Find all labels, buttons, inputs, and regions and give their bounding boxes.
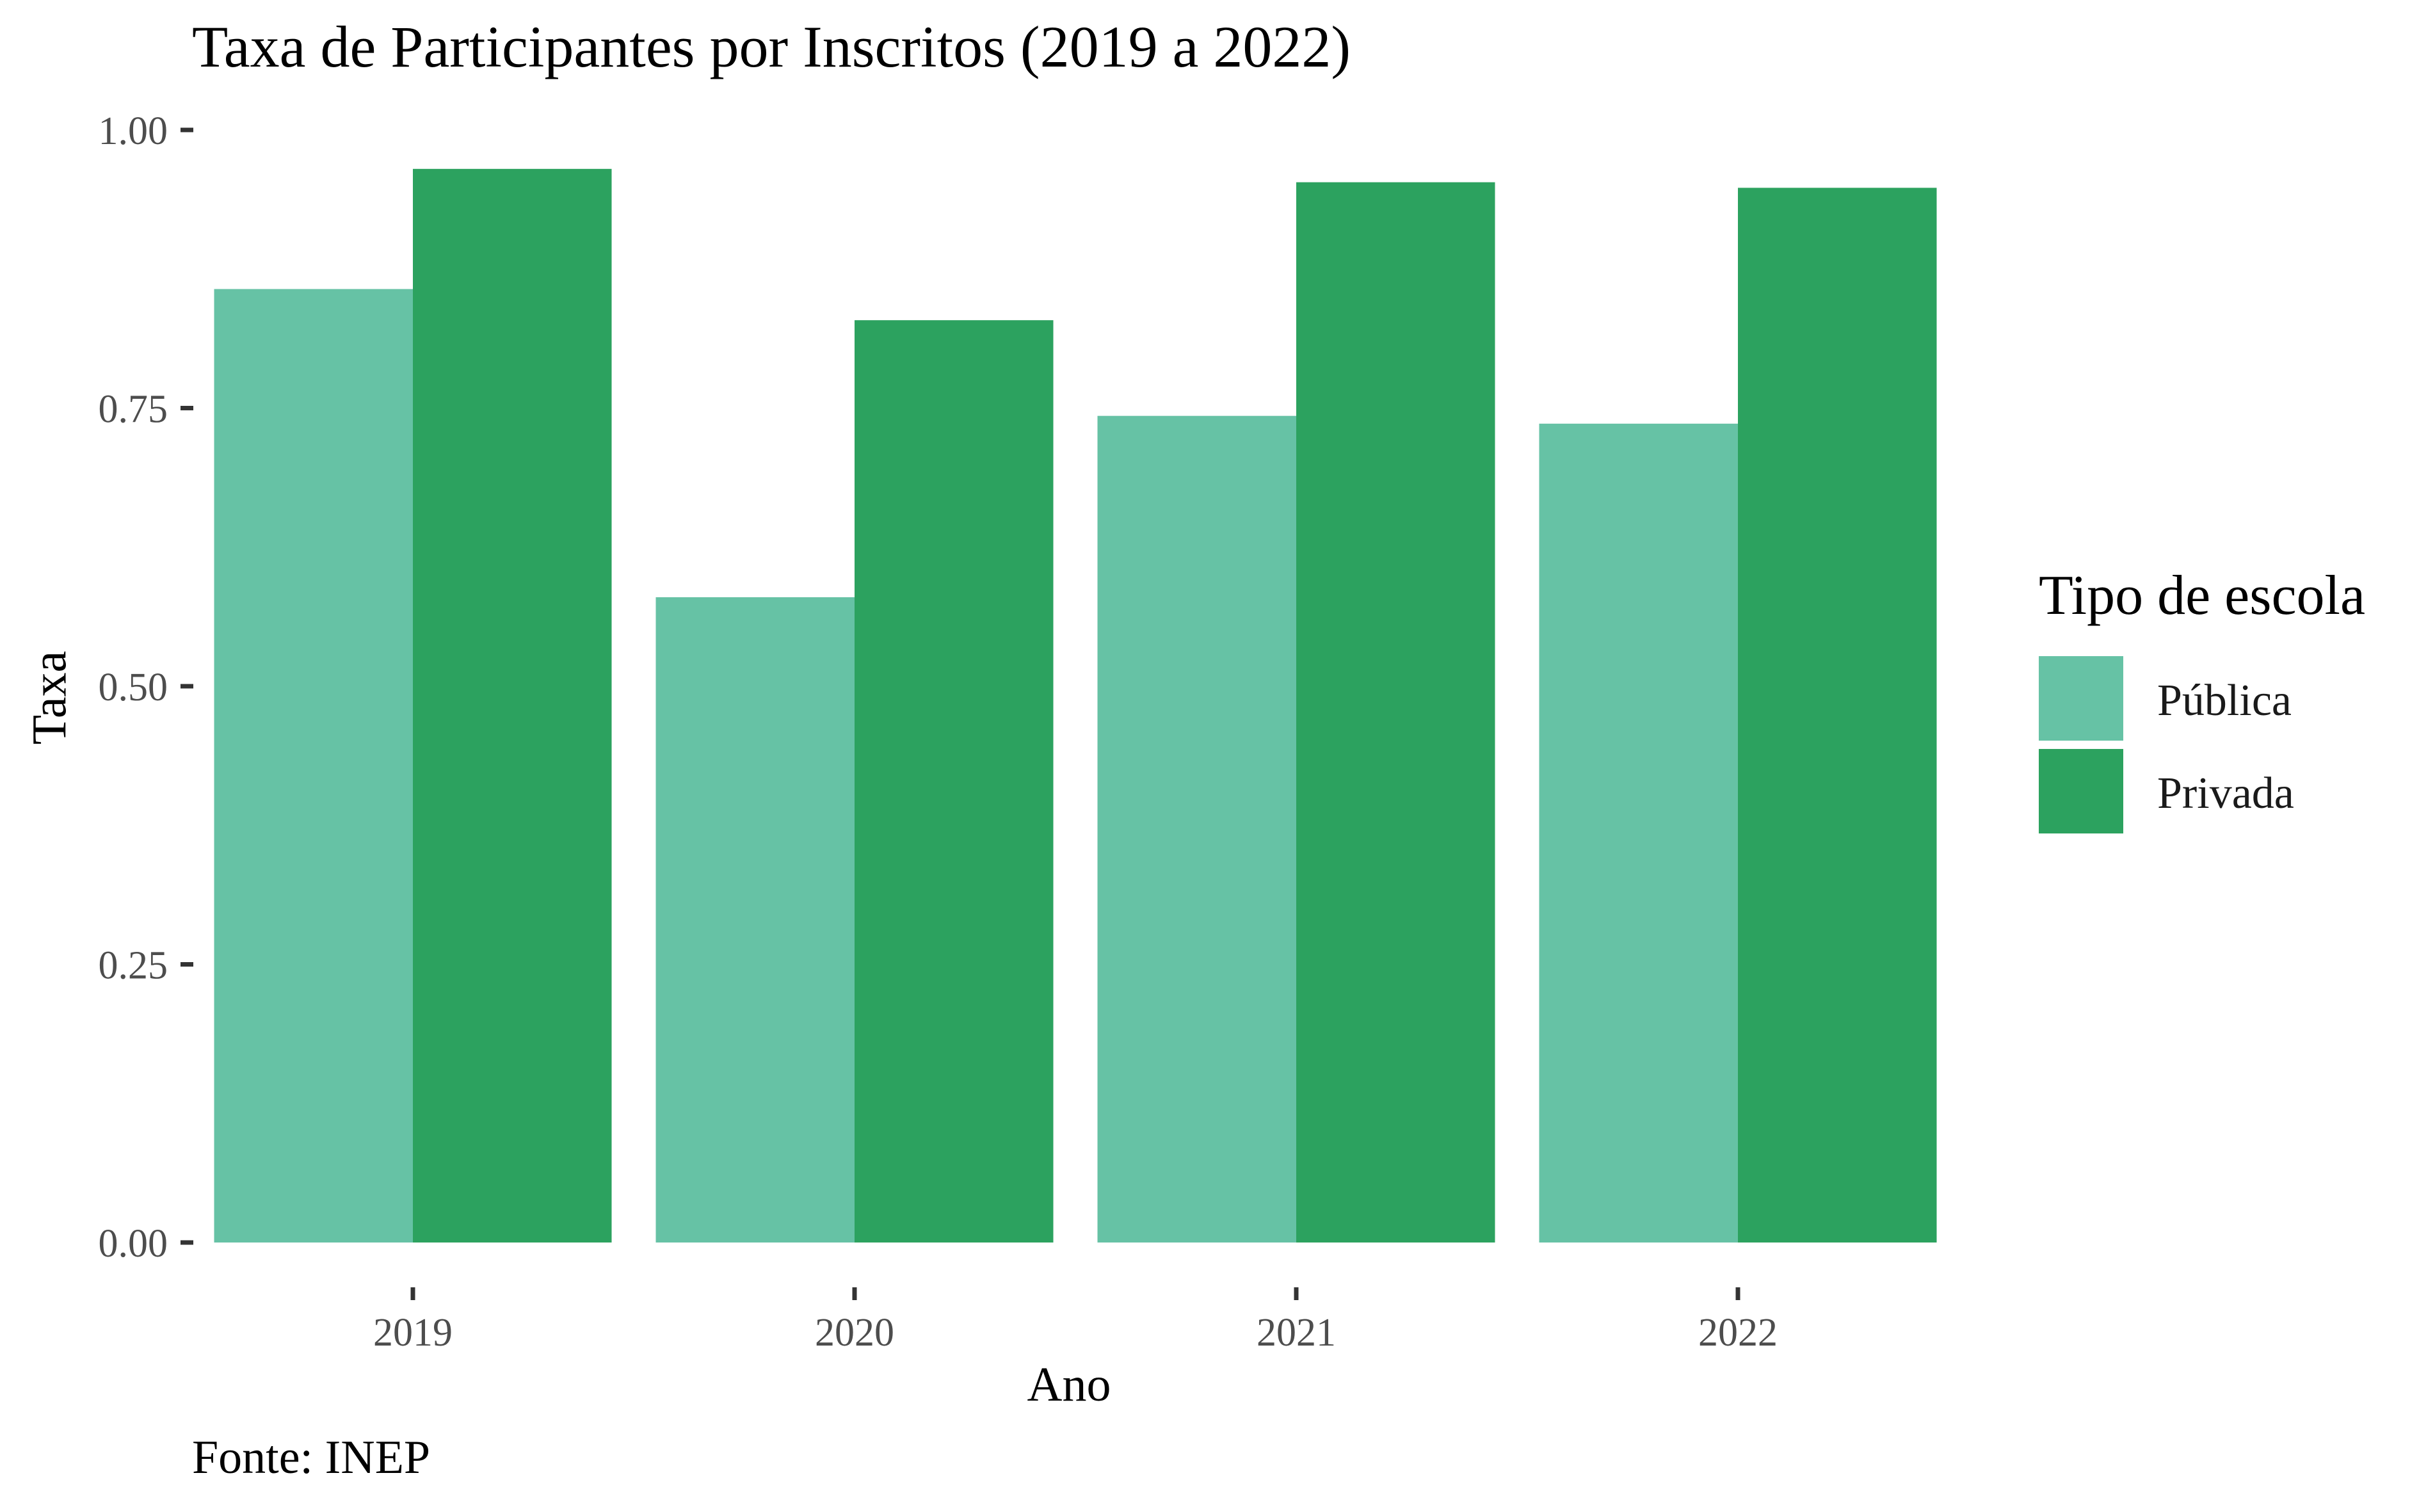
legend-key-publica <box>2039 656 2123 741</box>
y-tick-label: 0.00 <box>99 1222 168 1266</box>
legend-label-privada: Privada <box>2157 769 2294 818</box>
bar-2020-0 <box>655 597 855 1243</box>
y-axis-label: Taxa <box>22 650 77 745</box>
y-tick-label: 0.50 <box>99 666 168 709</box>
y-tick-label: 0.75 <box>99 388 168 431</box>
legend-title: Tipo de escola <box>2039 565 2366 627</box>
legend-label-publica: Pública <box>2157 676 2292 725</box>
bar-2019-0 <box>214 289 413 1243</box>
x-axis: 2019 2020 2021 2022 <box>373 1287 1778 1355</box>
legend-key-privada <box>2039 749 2123 833</box>
x-tick-label-2020: 2020 <box>815 1311 894 1355</box>
bar-2020-1 <box>855 320 1054 1243</box>
chart-caption: Fonte: INEP <box>192 1431 431 1484</box>
y-axis: 0.00 0.25 0.50 0.75 1.00 <box>99 109 193 1266</box>
bar-2021-0 <box>1097 415 1296 1243</box>
chart-title: Taxa de Participantes por Inscritos (201… <box>192 14 1351 79</box>
y-tick-label: 0.25 <box>99 944 168 988</box>
bar-2019-1 <box>413 168 612 1243</box>
bars-group <box>214 168 1937 1243</box>
bar-2021-1 <box>1296 182 1495 1243</box>
x-tick-label-2022: 2022 <box>1698 1311 1778 1355</box>
x-tick-label-2019: 2019 <box>373 1311 453 1355</box>
x-tick-label-2021: 2021 <box>1257 1311 1336 1355</box>
bar-2022-1 <box>1738 188 1937 1243</box>
bar-2022-0 <box>1539 423 1738 1243</box>
y-tick-label: 1.00 <box>99 109 168 153</box>
